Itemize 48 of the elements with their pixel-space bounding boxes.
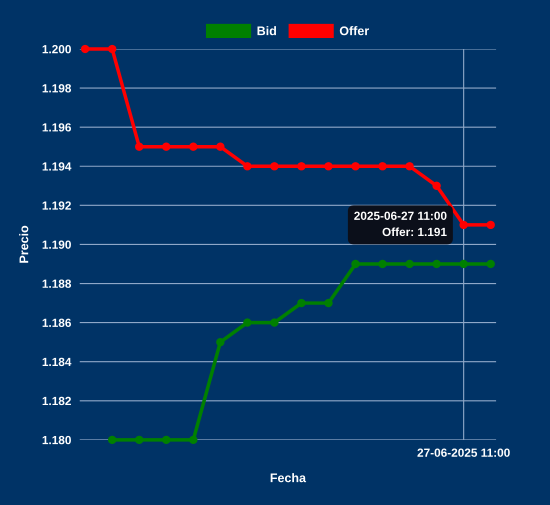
point <box>135 142 144 151</box>
y-tick-label: 1.198 <box>42 84 72 92</box>
point <box>162 142 170 151</box>
x-tick-label: 27-06-2025 11:00 <box>417 448 510 457</box>
point <box>108 436 116 444</box>
point <box>405 162 414 170</box>
point <box>189 436 198 444</box>
point <box>80 44 90 54</box>
point <box>162 436 170 444</box>
point <box>351 260 360 268</box>
point <box>243 162 252 170</box>
point <box>432 260 441 268</box>
point <box>243 318 252 327</box>
point <box>405 260 414 268</box>
x-axis-title: Fecha <box>270 473 306 482</box>
point <box>216 142 225 151</box>
annotation: 2025-06-27 11:00 Offer: 1.191 <box>354 212 447 236</box>
y-tick-label: 1.200 <box>42 45 71 54</box>
y-axis-title: Precio <box>19 226 28 263</box>
legend-label: Bid <box>258 26 276 36</box>
y-tick-label: 1.180 <box>42 436 71 444</box>
point <box>270 162 279 170</box>
point <box>135 436 144 444</box>
y-tick-label: 1.188 <box>42 280 72 288</box>
point <box>459 260 468 268</box>
legend-label: Offer <box>340 26 369 36</box>
point <box>486 260 495 268</box>
point <box>108 44 116 54</box>
y-tick-label: 1.196 <box>42 123 71 132</box>
point <box>378 162 387 170</box>
y-tick-label: 1.182 <box>42 396 71 406</box>
y-tick-label: 1.190 <box>42 240 71 249</box>
y-tick-label: 1.186 <box>42 318 71 327</box>
point <box>297 298 306 308</box>
point <box>216 338 225 346</box>
y-tick-label: 1.194 <box>42 162 72 171</box>
point <box>351 162 360 170</box>
y-tick-label: 1.184 <box>42 358 72 366</box>
point <box>270 318 279 327</box>
point <box>486 220 495 230</box>
point <box>297 162 306 170</box>
point <box>378 260 387 268</box>
point <box>459 220 468 230</box>
point <box>432 182 441 190</box>
y-tick-label: 1.192 <box>42 201 71 210</box>
point <box>189 142 198 151</box>
point <box>324 298 333 308</box>
point <box>324 162 333 170</box>
